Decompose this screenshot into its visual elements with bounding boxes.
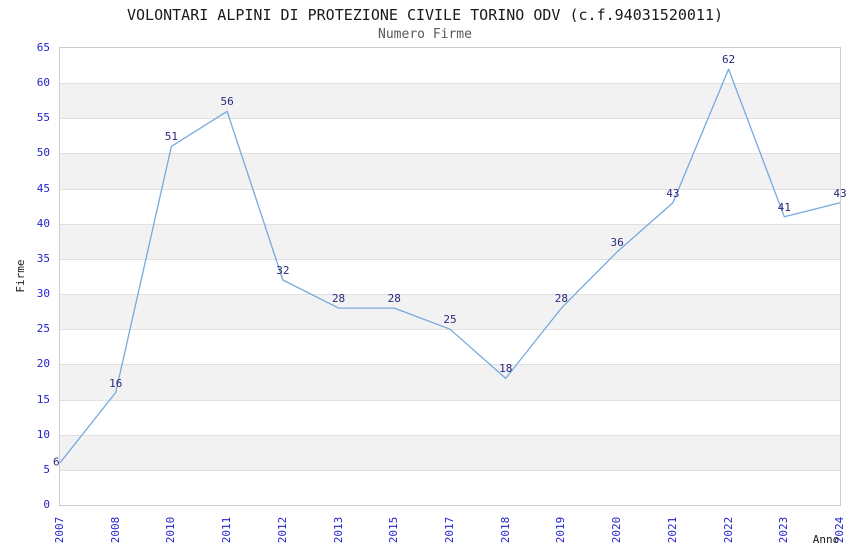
gridline	[60, 83, 840, 85]
data-point-label: 25	[443, 313, 457, 327]
plot-area: 6 16 51 56 32 28 28 25 18 28 36 43 62 41 43	[53, 47, 847, 506]
y-tick-label: 45	[36, 181, 50, 195]
gridline	[60, 469, 840, 471]
x-tick-label: 2018	[498, 516, 512, 544]
y-tick-label: 35	[36, 251, 50, 265]
data-point-label: 18	[499, 362, 513, 376]
gridline	[60, 223, 840, 225]
y-tick-label: 40	[36, 216, 50, 230]
grid-band	[60, 364, 840, 400]
grid-band	[60, 153, 840, 189]
x-tick-label: 2022	[721, 516, 735, 544]
gridline	[60, 188, 840, 190]
data-point-label: 6	[53, 455, 60, 469]
gridline	[60, 118, 840, 120]
y-tick-label: 0	[43, 498, 50, 511]
y-tick-label: 30	[36, 287, 50, 301]
data-point-label: 28	[554, 292, 569, 306]
x-axis: 2007 2008 2010 2011 2012 2013 2015 2017 2018 2019…	[53, 505, 846, 550]
grid-band	[60, 223, 840, 259]
x-axis-title: Anno	[812, 533, 840, 546]
y-tick-label: 25	[36, 322, 50, 336]
x-tick-label: 2020	[610, 516, 624, 544]
series-line	[59, 68, 841, 464]
grid-band	[60, 434, 840, 470]
data-point-label: 56	[220, 95, 234, 109]
data-point-label: 28	[331, 292, 346, 306]
gridline	[60, 258, 840, 260]
gridline	[60, 364, 840, 366]
x-tick-label: 2008	[108, 516, 122, 544]
y-tick-label: 55	[36, 111, 50, 125]
y-tick-label: 50	[36, 146, 50, 160]
gridline	[60, 399, 840, 401]
chart-subtitle: Numero Firme	[378, 27, 472, 42]
x-tick-label: 2011	[220, 516, 234, 544]
x-tick-label: 2019	[554, 516, 568, 544]
data-point-label: 28	[387, 292, 401, 306]
y-axis: 0 5 10 15 20 25 30 35 40 45 50 55 60 65	[0, 41, 50, 511]
x-tick-label: 2015	[387, 516, 401, 544]
x-tick-label: 2012	[275, 516, 289, 544]
data-point-label: 62	[721, 53, 736, 67]
series-line-svg	[59, 68, 841, 464]
data-point-label: 43	[666, 186, 680, 200]
data-point-label: 36	[610, 235, 624, 249]
data-point-label: 32	[276, 264, 290, 277]
gridline	[60, 153, 840, 155]
x-tick-label: 2007	[53, 516, 66, 544]
y-tick-label: 5	[43, 462, 50, 476]
x-tick-label: 2021	[665, 516, 679, 544]
data-point-label: 41	[777, 200, 791, 214]
y-tick-label: 65	[36, 41, 50, 54]
x-tick-label: 2010	[164, 516, 178, 544]
y-tick-label: 20	[36, 357, 50, 371]
data-point-label: 51	[164, 130, 179, 144]
chart-title: VOLONTARI ALPINI DI PROTEZIONE CIVILE TO…	[126, 6, 724, 24]
y-tick-label: 15	[36, 392, 50, 406]
x-tick-label: 2017	[443, 516, 456, 544]
x-tick-label: 2023	[777, 516, 791, 544]
x-tick-label: 2013	[331, 516, 345, 544]
data-point-label: 43	[833, 186, 847, 200]
gridline	[60, 434, 840, 436]
grid-band	[60, 294, 840, 330]
data-point-label: 16	[109, 376, 123, 390]
gridline	[60, 294, 840, 296]
y-tick-label: 60	[36, 76, 50, 90]
y-tick-label: 10	[36, 427, 50, 441]
